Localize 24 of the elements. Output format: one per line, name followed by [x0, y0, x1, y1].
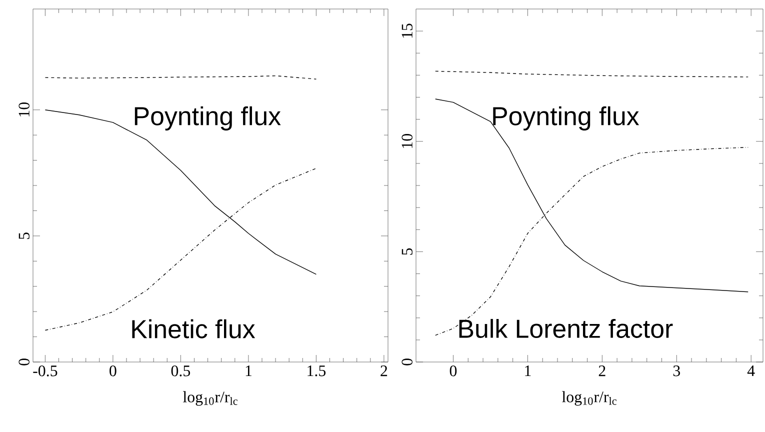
y-tick-label: 0: [402, 358, 412, 366]
annotation: Poynting flux: [134, 106, 281, 130]
x-tick-label: 2: [598, 366, 606, 376]
y-tick-label: 10: [18, 102, 30, 116]
y-tick-label: 10: [402, 134, 412, 148]
x-axis-title: log$_{10}$r/r$_{lc}$: [562, 391, 616, 406]
x-tick-label: 2: [380, 366, 388, 376]
y-tick-label: 5: [402, 248, 412, 255]
x-tick-label: 0: [450, 366, 457, 376]
annotation: Kinetic flux: [132, 319, 256, 338]
x-tick-label: 4: [747, 366, 755, 376]
x-tick-label: 1.5: [308, 366, 326, 376]
annotation: Poynting flux: [493, 106, 640, 130]
x-tick-label: -0.5: [33, 366, 58, 376]
x-tick-label: 0: [110, 366, 116, 376]
y-tick-label: 0: [18, 358, 30, 366]
x-tick-label: 1: [525, 366, 531, 376]
x-axis-title: log$_{10}$r/r$_{lc}$: [183, 391, 238, 406]
y-tick-label: 15: [402, 24, 412, 38]
annotation: Bulk Lorentz factor: [459, 318, 673, 338]
x-tick-label: 3: [673, 366, 680, 376]
x-tick-label: 0.5: [171, 366, 190, 376]
y-tick-label: 5: [18, 232, 30, 239]
x-tick-label: 1: [246, 366, 252, 376]
